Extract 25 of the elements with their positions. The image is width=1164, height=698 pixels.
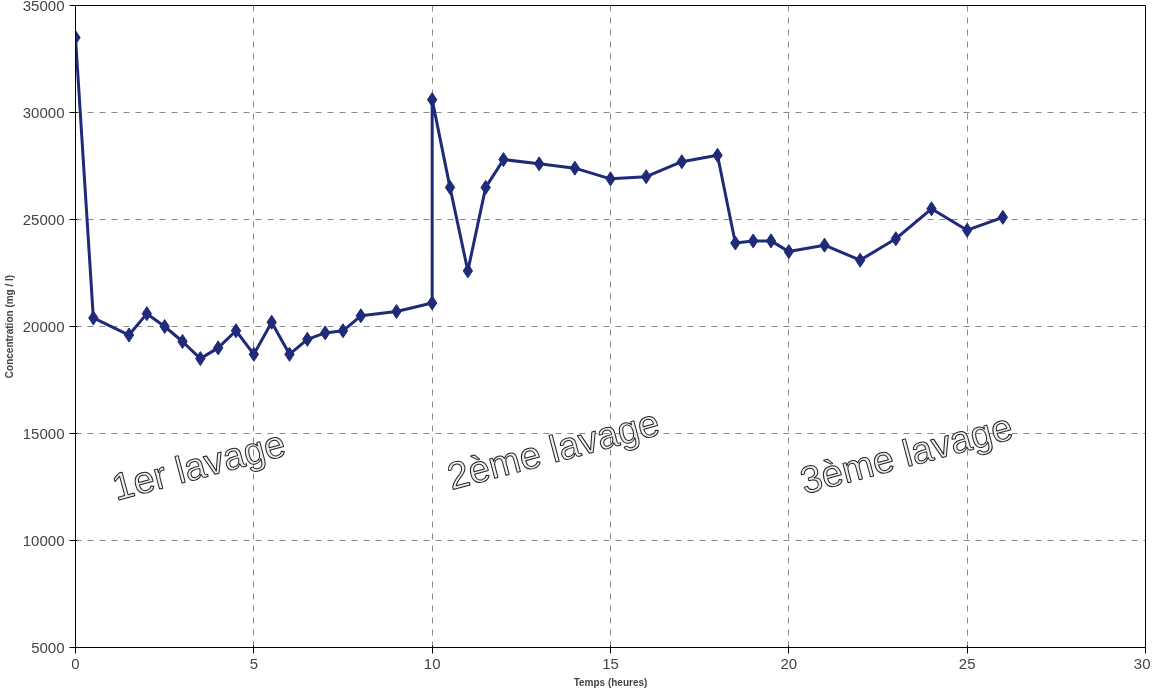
x-tick-label: 10 bbox=[423, 654, 441, 672]
x-tick-label: 25 bbox=[958, 654, 976, 672]
annotation: 3ème lavage bbox=[795, 405, 1017, 502]
point bbox=[230, 323, 242, 339]
annotation: 1er lavage bbox=[107, 422, 290, 509]
point bbox=[337, 323, 349, 339]
point bbox=[765, 233, 777, 249]
x-axis-title: Temps (heures) bbox=[573, 676, 648, 688]
y-tick-label: 15000 bbox=[22, 424, 65, 442]
y-tick-label: 25000 bbox=[22, 210, 65, 228]
x-tick-label: 20 bbox=[780, 654, 798, 672]
point bbox=[444, 179, 456, 195]
x-tick-label: 15 bbox=[602, 654, 619, 672]
x-tick-label: 30 bbox=[1133, 654, 1151, 672]
annotation: 2ème lavage bbox=[442, 401, 664, 498]
point bbox=[159, 319, 170, 334]
y-axis-title: Concentration (mg / l) bbox=[3, 274, 15, 379]
y-tick-label: 30000 bbox=[22, 103, 65, 121]
y-tick-label: 35000 bbox=[22, 0, 65, 14]
y-tick-label: 10000 bbox=[22, 531, 65, 549]
x-tick-label: 0 bbox=[71, 654, 80, 672]
x-tick-label: 5 bbox=[249, 654, 259, 672]
y-tick-label: 20000 bbox=[22, 317, 65, 335]
point bbox=[123, 327, 135, 343]
y-tick-label: 5000 bbox=[31, 638, 65, 656]
